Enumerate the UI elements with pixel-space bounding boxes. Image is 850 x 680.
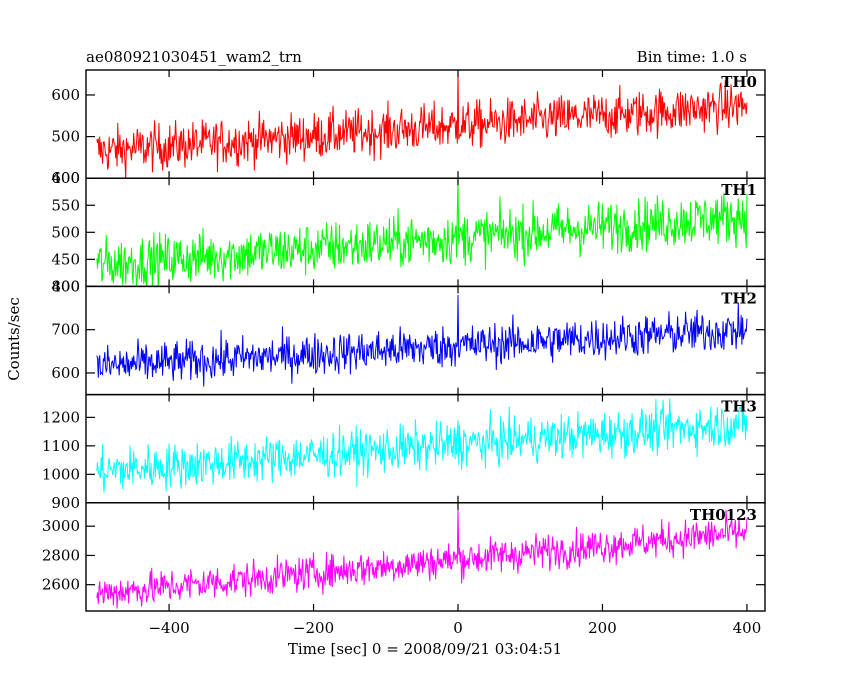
y-tick-label: 700 [51,321,80,339]
panel-th2: 600 700 800 TH2 [51,277,766,396]
panel-label: TH3 [721,398,757,416]
x-axis: −400 −200 0 200 400 [148,619,761,637]
panel-th0: 400 500 600 TH0 [51,69,766,187]
panel-label: TH1 [721,181,757,199]
y-axis-label: Counts/sec [5,297,23,381]
x-tick-label: −400 [148,619,189,637]
y-tick-label: 1200 [42,408,80,426]
x-tick-label: 400 [733,619,762,637]
series-line-th2 [96,295,748,387]
panel-label: TH0 [721,73,757,91]
y-tick-label: 600 [51,86,80,104]
panel-frame [85,285,766,396]
y-tick-label: 800 [51,277,80,295]
y-tick-label: 2800 [42,546,80,564]
series-line-th0123 [96,507,748,609]
series-line-th1 [96,178,748,287]
y-tick-label: 1000 [42,465,80,483]
x-tick-label: −200 [293,619,334,637]
y-tick-label: 2600 [42,576,80,594]
series-line-th0 [96,70,748,179]
panel-th1: 400 450 500 550 600 TH1 [51,169,766,295]
y-tick-label: 600 [51,169,80,187]
y-tick-label: 550 [51,196,80,214]
chart-title: ae080921030451_wam2_trn [86,48,302,66]
y-tick-label: 500 [51,128,80,146]
y-tick-label: 400 [51,169,80,187]
x-tick-label: 200 [588,619,617,637]
x-tick-label: 0 [453,619,463,637]
panel-th3: 900 1000 1100 1200 TH3 [42,393,766,512]
y-tick-label: 600 [51,364,80,382]
panel-group: 400 500 600 TH0 400 450 500 550 600 TH1 600 700 800 T… [42,69,766,612]
x-axis-label: Time [sec] 0 = 2008/09/21 03:04:51 [288,640,562,658]
panel-frame [85,502,766,612]
y-tick-label: 900 [51,494,80,512]
bin-time-label: Bin time: 1.0 s [637,48,747,66]
y-tick-label: 3000 [42,517,80,535]
panel-label: TH2 [721,289,757,307]
y-tick-label: 450 [51,250,80,268]
y-tick-label: 500 [51,223,80,241]
panel-th0123: 2600 2800 3000 TH0123 [42,502,766,612]
y-tick-label: 400 [51,277,80,295]
panel-label: TH0123 [690,506,757,524]
y-tick-label: 1100 [42,437,80,455]
series-line-th3 [96,398,748,493]
